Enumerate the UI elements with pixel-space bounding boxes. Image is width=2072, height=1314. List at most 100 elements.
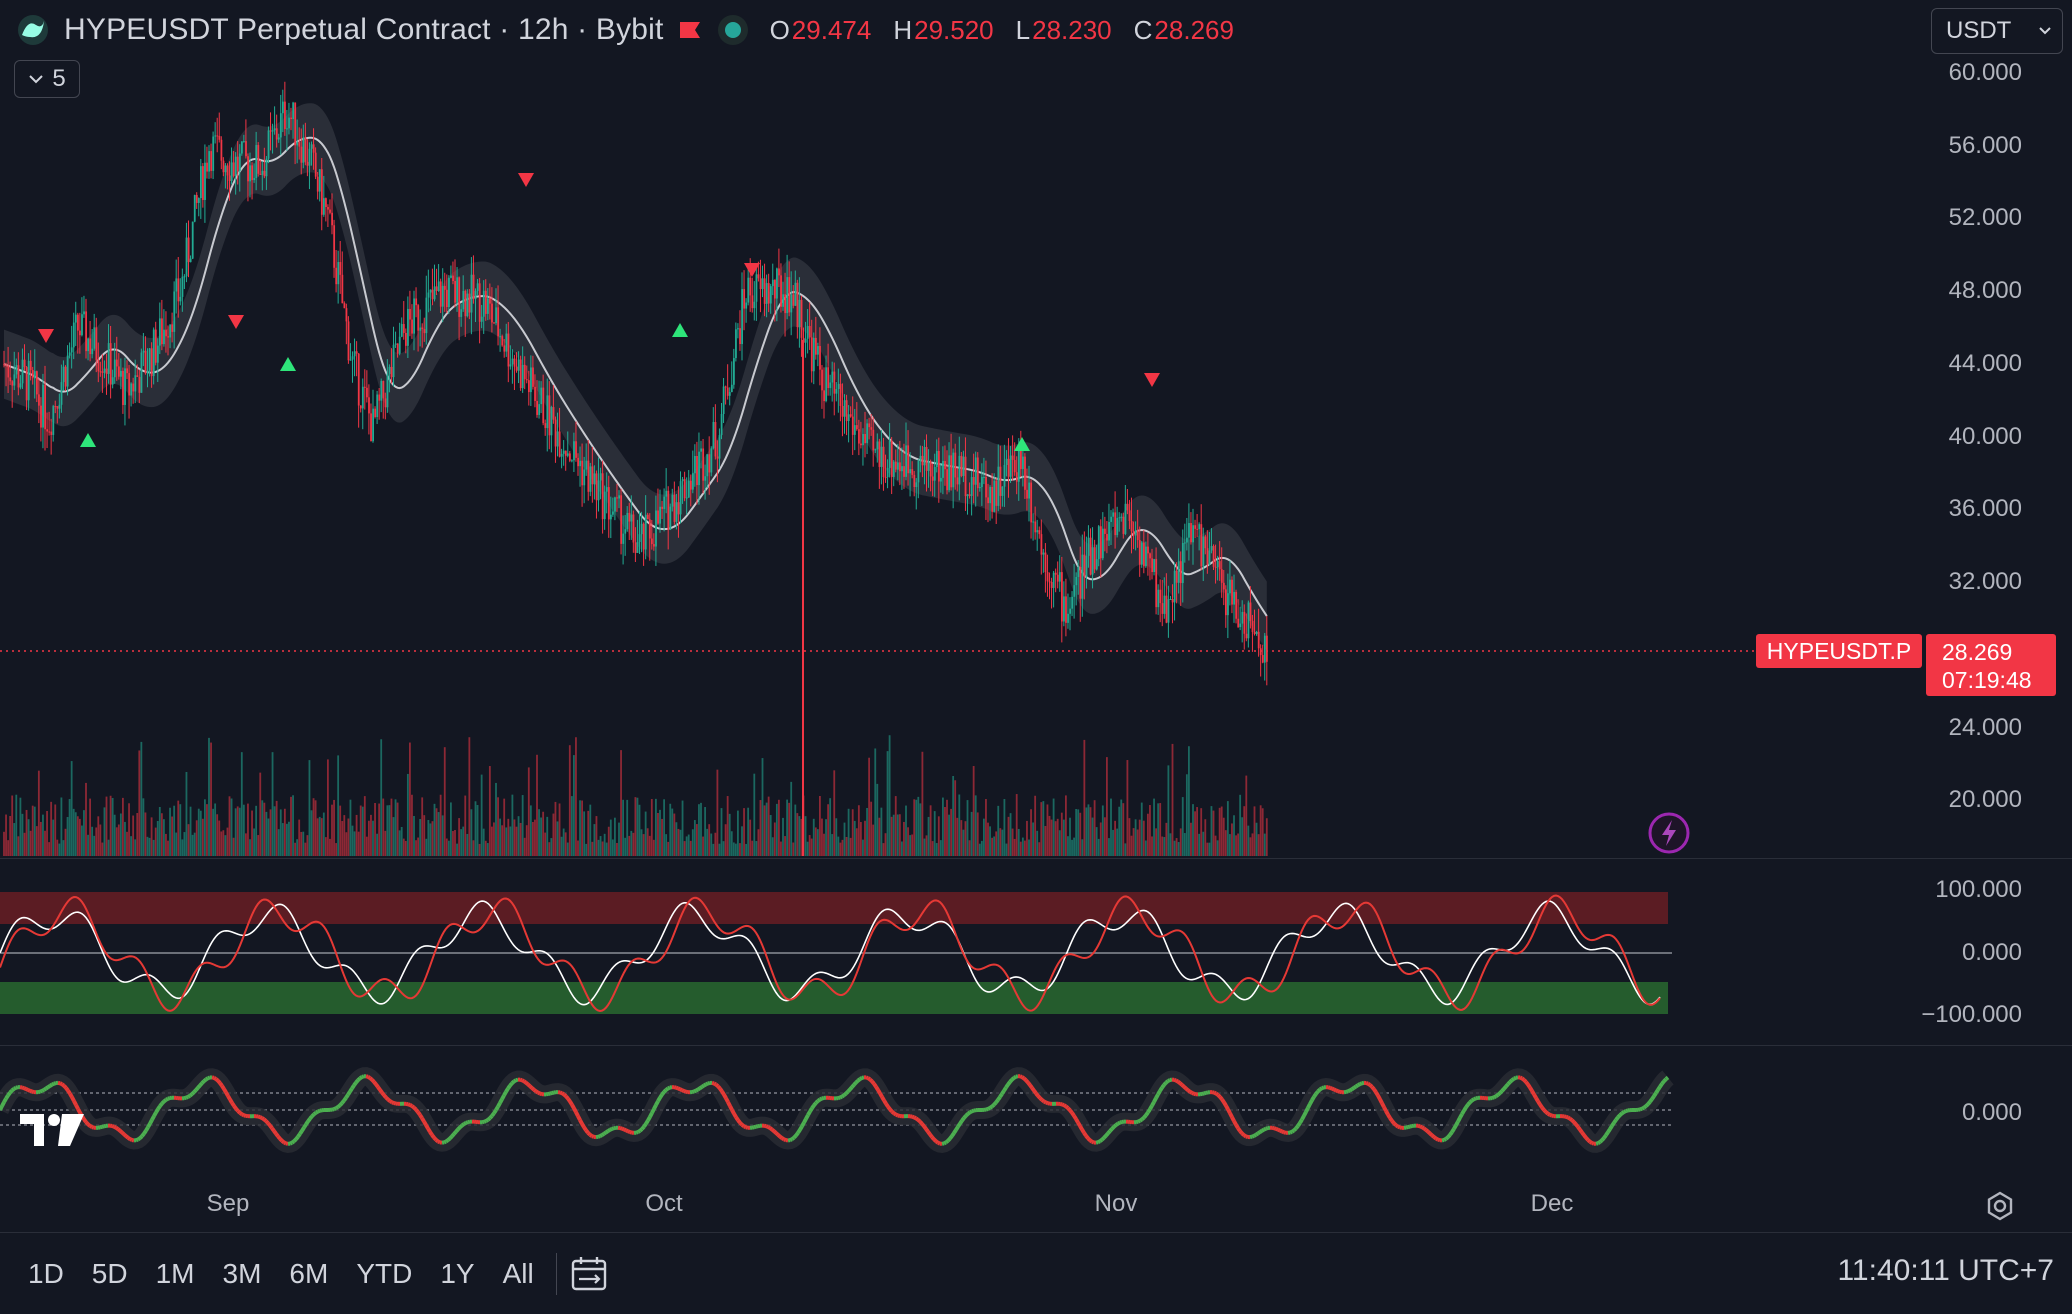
candle-body [144,350,147,374]
volume-bar [1231,823,1233,856]
timeframe-3m[interactable]: 3M [222,1257,262,1289]
candle-body [1157,589,1160,608]
volume-bar [105,796,108,856]
volume-bar [1106,757,1108,856]
volume-bar [710,833,713,856]
volume-bar [1071,839,1073,856]
candle-body [1134,530,1137,536]
volume-bar [1136,829,1139,856]
wave-segment [1106,1129,1112,1135]
lightning-icon[interactable] [1648,812,1690,854]
timeframe-6m[interactable]: 6M [289,1257,329,1289]
wave-segment [1154,1093,1160,1100]
volume-bar [550,838,553,856]
candle-body [97,360,100,372]
volume-bar [794,804,797,856]
wave-segment [1102,1134,1108,1140]
volume-bar [919,803,922,856]
indicators-collapse-button[interactable]: 5 [14,60,80,98]
wave-segment [1542,1108,1548,1114]
timezone-clock[interactable]: 11:40:11 UTC+7 [1837,1254,2054,1287]
timeframe-5d[interactable]: 5D [91,1257,128,1289]
wave-segment [274,1132,280,1138]
currency-select[interactable]: USDT [1931,8,2063,54]
volume-bar [896,814,899,856]
candle-body [1231,579,1233,605]
volume-bar [1142,820,1145,856]
volume-bar [790,781,793,856]
volume-bar [1108,838,1110,856]
candle-body [50,431,53,435]
wave-segment [84,1120,90,1126]
wave-segment [1493,1094,1497,1100]
wave-segment [1265,1126,1269,1131]
candle-body [552,407,555,420]
timeframe-1y[interactable]: 1Y [440,1257,475,1289]
volume-bar [318,816,321,856]
wave-segment [465,1120,469,1125]
candle-body [74,314,77,323]
volume-bar [324,837,327,856]
volume-bar [1101,805,1104,856]
chart-canvas[interactable] [0,0,2072,1230]
candle-body [1163,595,1166,614]
volume-bar [632,832,635,856]
candle-body [983,476,985,478]
candle-body [193,195,196,222]
volume-bar [675,822,678,856]
candle-body [52,406,55,435]
candle-body [189,258,192,263]
candle-body [85,311,87,352]
pane-separator[interactable] [0,858,2072,859]
candle-body [938,450,940,482]
candle-body [161,318,163,345]
wave-segment [1530,1089,1536,1096]
volume-bar [587,810,590,856]
candle-body [243,141,245,143]
timeframe-ytd[interactable]: YTD [356,1257,413,1289]
volume-bar [304,842,307,856]
wave-segment [859,1076,863,1081]
candle-body [1239,623,1242,628]
wave-segment [1588,1140,1594,1145]
timeframe-1m[interactable]: 1M [155,1257,195,1289]
wave-segment [1158,1086,1164,1092]
volume-bar [1054,821,1057,856]
candle-body [68,352,71,356]
volume-bar [671,808,674,856]
volume-bar [74,812,77,856]
live-status-icon[interactable] [716,13,750,47]
volume-bar [160,813,163,856]
volume-bar [788,802,791,856]
wave-segment [224,1091,230,1097]
market-closed-flag-icon[interactable] [678,20,702,40]
volume-bar [329,838,331,856]
volume-bar [944,807,946,856]
volume-bar [1050,819,1053,856]
candle-body [255,145,258,179]
candle-body [1181,542,1184,584]
wave-segment [136,1136,142,1142]
symbol-title[interactable]: HYPEUSDT Perpetual Contract · 12h · Bybi… [64,13,664,46]
wave-segment [241,1112,245,1118]
wave-segment [736,1118,742,1124]
volume-bar [245,833,247,856]
volume-bar [677,828,680,856]
volume-bar [860,822,862,856]
volume-bar [696,824,698,856]
volume-bar [1103,817,1106,856]
volume-bar [595,816,598,856]
timeframe-1d[interactable]: 1D [28,1257,64,1289]
settings-icon[interactable] [1984,1190,2016,1222]
calendar-range-icon[interactable] [569,1255,609,1293]
timeframe-all[interactable]: All [502,1257,534,1289]
wave-segment [1337,1089,1341,1094]
volume-bar [1077,809,1080,856]
pane-separator[interactable] [0,1045,2072,1046]
candle-body [31,370,34,379]
wave-segment [524,1081,530,1086]
volume-bar [1114,820,1116,856]
wave-segment [1086,1136,1092,1142]
candle-body [1112,512,1115,517]
candle-body [474,290,477,300]
